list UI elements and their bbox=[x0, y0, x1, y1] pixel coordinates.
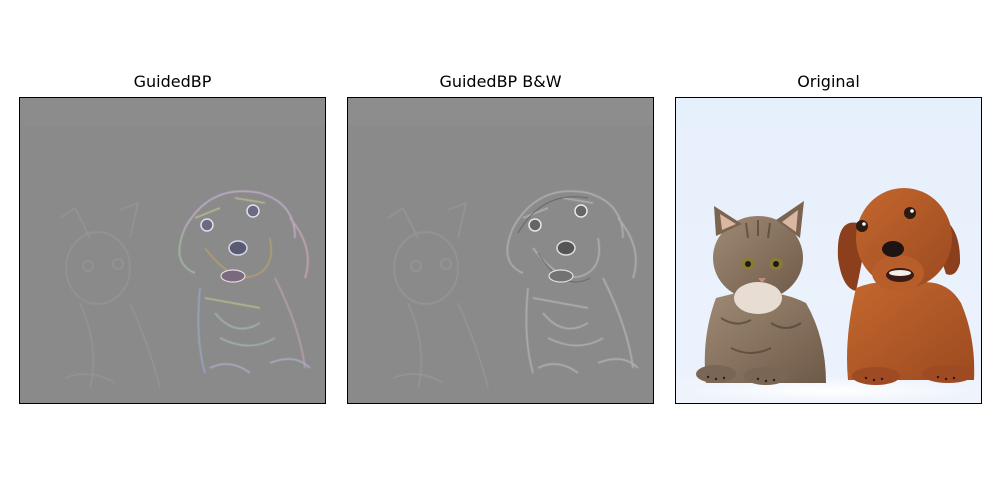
dog-eyes-highlight bbox=[200, 204, 260, 283]
panel-title-guidedbp-bw: GuidedBP B&W bbox=[439, 72, 562, 91]
panel-guidedbp-image bbox=[19, 97, 326, 404]
panel-guidedbp-bw-image bbox=[347, 97, 654, 404]
original-photo-cat-and-dog bbox=[676, 98, 981, 403]
dog-eyes-highlight-bw bbox=[528, 204, 588, 283]
panel-title-guidedbp: GuidedBP bbox=[133, 72, 212, 91]
cat-figure bbox=[696, 201, 826, 385]
panel-title-original: Original bbox=[797, 72, 860, 91]
panel-original-photo bbox=[675, 97, 982, 404]
dog-figure bbox=[837, 188, 975, 385]
guidedbp-grayscale-saliency-map bbox=[348, 98, 653, 403]
guidedbp-color-saliency-map bbox=[20, 98, 325, 403]
